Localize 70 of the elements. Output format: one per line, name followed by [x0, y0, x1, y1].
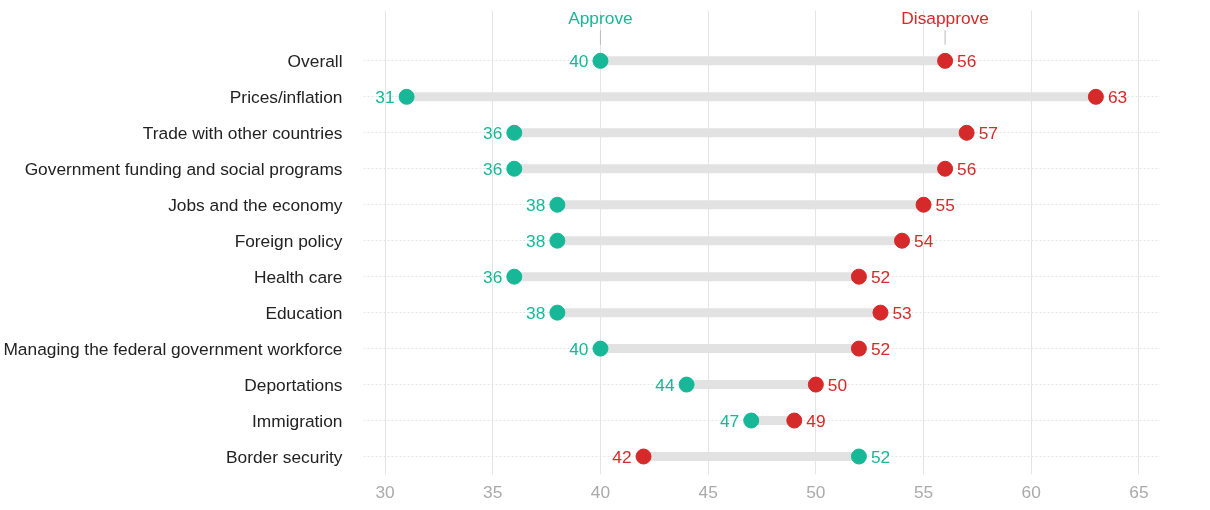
- data-label: 38: [526, 302, 546, 323]
- data-label: 63: [1107, 86, 1128, 107]
- x-tick-label: 65: [1129, 481, 1149, 502]
- data-label: 54: [914, 230, 934, 251]
- point: [678, 376, 695, 393]
- y-tick-label: Trade with other countries: [142, 122, 343, 143]
- data-label: 36: [483, 122, 503, 143]
- point: [937, 160, 954, 177]
- point: [506, 124, 523, 141]
- data-label: 38: [526, 194, 546, 215]
- text: Approve: [568, 8, 633, 29]
- point: [850, 340, 867, 357]
- point: [506, 160, 523, 177]
- data-label: 53: [892, 302, 912, 323]
- y-tick-label: Overall: [287, 50, 343, 71]
- data-label: 52: [870, 338, 891, 359]
- data-label: 49: [806, 410, 826, 431]
- point: [549, 304, 566, 321]
- data-label: 44: [655, 374, 675, 395]
- x-tick-label: 45: [698, 481, 718, 502]
- point: [635, 448, 652, 465]
- y-tick-label: Managing the federal government workforce: [3, 338, 343, 359]
- data-label: 40: [569, 338, 589, 359]
- point: [743, 412, 760, 429]
- x-tick-label: 30: [375, 481, 395, 502]
- point: [549, 196, 566, 213]
- data-label: 47: [719, 410, 740, 431]
- point: [506, 268, 523, 285]
- point: [850, 268, 867, 285]
- y-tick-label: Government funding and social programs: [24, 158, 343, 179]
- data-label: 52: [870, 266, 891, 287]
- data-label: 56: [957, 50, 977, 71]
- y-tick-label: Foreign policy: [234, 230, 343, 251]
- y-tick-label: Immigration: [251, 410, 343, 431]
- point: [786, 412, 803, 429]
- data-label: 40: [569, 50, 589, 71]
- data-label: 31: [375, 86, 395, 107]
- point: [398, 88, 415, 105]
- data-label: 52: [870, 446, 891, 467]
- text: Disapprove: [901, 8, 989, 29]
- point: [592, 340, 609, 357]
- x-tick-label: 35: [483, 481, 503, 502]
- data-label: 38: [526, 230, 546, 251]
- data-label: 42: [612, 446, 632, 467]
- data-label: 50: [827, 374, 848, 395]
- data-label: 36: [483, 266, 503, 287]
- point: [1087, 88, 1104, 105]
- x-tick-label: 50: [806, 481, 826, 502]
- y-tick-label: Prices/inflation: [229, 86, 343, 107]
- y-tick-label: Deportations: [244, 374, 343, 395]
- data-label: 36: [483, 158, 503, 179]
- point: [937, 52, 954, 69]
- x-tick-label: 40: [590, 481, 611, 502]
- x-tick-label: 60: [1021, 481, 1041, 502]
- x-tick-label: 55: [913, 481, 934, 502]
- point: [915, 196, 932, 213]
- point: [850, 448, 867, 465]
- point: [807, 376, 824, 393]
- y-tick-label: Border security: [225, 446, 343, 467]
- data-label: 55: [935, 194, 955, 215]
- point: [592, 52, 609, 69]
- y-tick-label: Education: [265, 302, 343, 323]
- point: [549, 232, 566, 249]
- data-label: 56: [957, 158, 977, 179]
- point: [872, 304, 889, 321]
- data-label: 57: [978, 122, 998, 143]
- point: [894, 232, 911, 249]
- point: [958, 124, 975, 141]
- y-tick-label: Jobs and the economy: [168, 194, 343, 215]
- y-tick-label: Health care: [253, 266, 343, 287]
